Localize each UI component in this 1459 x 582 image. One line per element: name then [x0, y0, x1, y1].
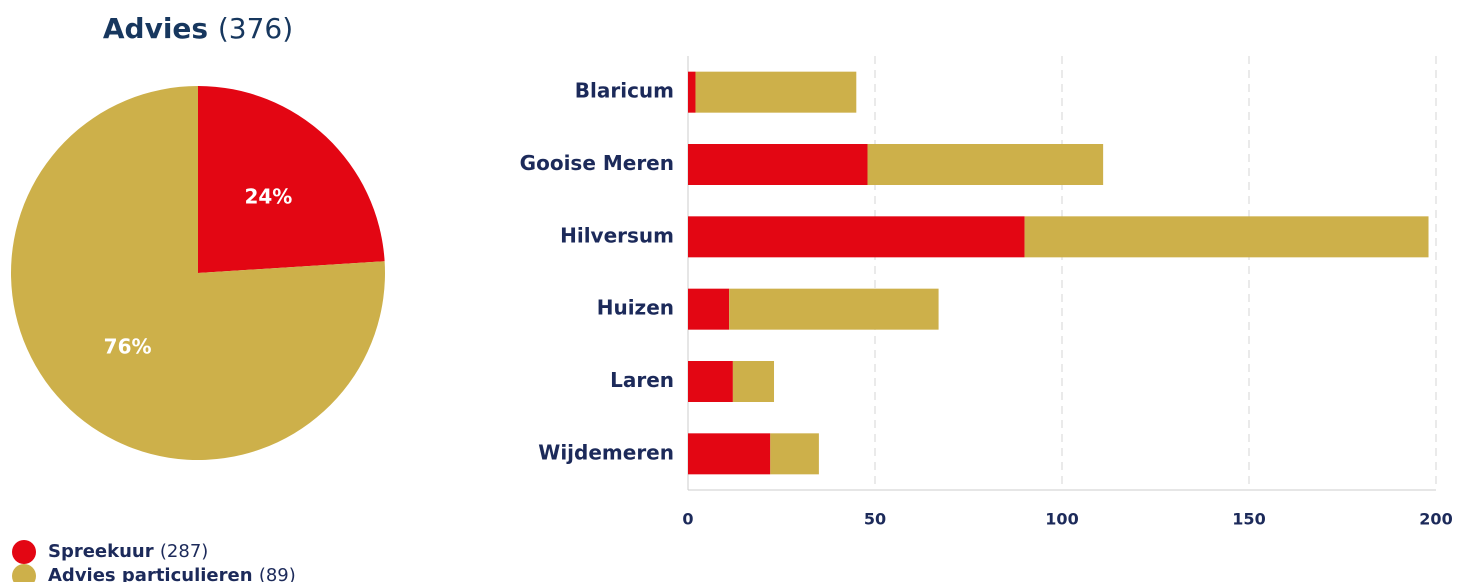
bar-segment	[688, 361, 733, 402]
legend-name: Spreekuur	[48, 541, 154, 562]
legend-entry: Spreekuur (287)	[48, 541, 208, 562]
bar-segment	[695, 71, 857, 113]
legend-swatch	[12, 540, 36, 564]
x-tick-label: 0	[682, 510, 693, 529]
x-tick-label: 50	[864, 510, 886, 529]
bar-segment	[688, 288, 730, 330]
legend-swatch	[12, 564, 36, 582]
x-tick-label: 200	[1419, 510, 1452, 529]
slice-label: 76%	[104, 334, 152, 358]
bar-segment	[732, 361, 775, 402]
y-tick-label: Blaricum	[575, 79, 674, 103]
bar-segment	[688, 144, 868, 185]
legend-count: (287)	[160, 541, 208, 562]
slice-label: 24%	[244, 185, 292, 209]
bar-segment	[688, 433, 771, 475]
bar-segment	[729, 288, 939, 330]
title: Advies	[103, 12, 208, 45]
y-tick-label: Wijdemeren	[538, 440, 674, 464]
y-tick-label: Huizen	[597, 296, 674, 320]
x-tick-label: 100	[1045, 510, 1078, 529]
pie-slice	[11, 86, 385, 460]
legend-entry: Advies particulieren (89)	[48, 565, 296, 582]
pie-title: Advies (376)	[103, 12, 293, 45]
legend-count: (89)	[259, 565, 296, 582]
bar-segment	[688, 71, 696, 113]
y-tick-label: Laren	[610, 368, 674, 392]
bar-segment	[688, 216, 1025, 258]
y-tick-label: Hilversum	[560, 223, 674, 247]
legend-name: Advies particulieren	[48, 565, 253, 582]
subtitle: (376)	[218, 12, 293, 45]
pie-slice	[198, 86, 385, 273]
bar-segment	[867, 144, 1104, 185]
bar-segment	[1024, 216, 1429, 258]
x-tick-label: 150	[1232, 510, 1265, 529]
y-tick-label: Gooise Meren	[520, 151, 674, 175]
bar-segment	[770, 433, 819, 475]
